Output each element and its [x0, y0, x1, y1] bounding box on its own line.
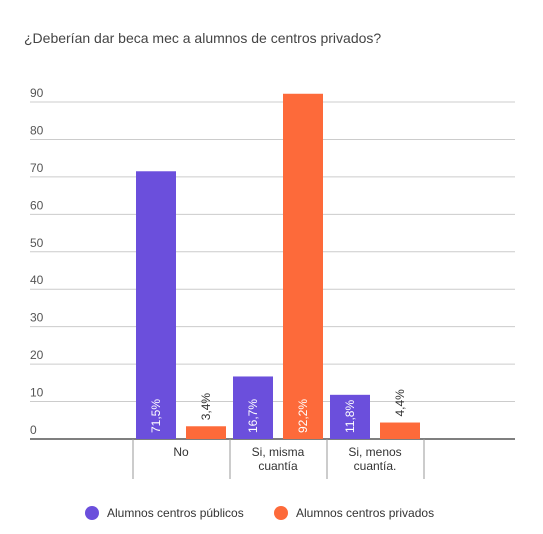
bar-labels: 71,5% 16,7% 11,8% 3,4% 92,2% 4,4% [149, 389, 407, 433]
bar [380, 422, 420, 439]
bar-data-label: 92,2% [296, 399, 310, 433]
x-tick-label: cuantía [258, 459, 298, 473]
bar [186, 426, 226, 439]
bar-data-label: 11,8% [343, 400, 357, 433]
chart-title: ¿Deberían dar beca mec a alumnos de cent… [24, 30, 382, 46]
x-tick-label: Si, misma [252, 445, 305, 459]
y-axis-ticks: 0 10 20 30 40 50 60 70 80 90 [30, 86, 44, 437]
legend-label[interactable]: Alumnos centros privados [296, 506, 434, 520]
legend[interactable]: Alumnos centros públicos Alumnos centros … [85, 506, 434, 520]
bar [136, 171, 176, 439]
y-tick-label: 60 [30, 198, 44, 212]
y-tick-label: 10 [30, 386, 44, 400]
legend-swatch[interactable] [274, 506, 288, 520]
y-tick-label: 40 [30, 273, 44, 287]
bar-data-label: 3,4% [199, 393, 213, 421]
y-tick-label: 20 [30, 348, 44, 362]
bar-data-label: 4,4% [393, 389, 407, 417]
x-tick-label: Si, menos [348, 445, 401, 459]
y-tick-label: 50 [30, 236, 44, 250]
bar-data-label: 16,7% [246, 399, 260, 433]
y-tick-label: 0 [30, 423, 37, 437]
x-tick-label: No [173, 445, 189, 459]
bar-data-label: 71,5% [149, 399, 163, 433]
y-tick-label: 70 [30, 161, 44, 175]
legend-swatch[interactable] [85, 506, 99, 520]
y-tick-label: 30 [30, 311, 44, 325]
x-tick-label: cuantía. [354, 459, 397, 473]
bar [330, 394, 370, 439]
y-tick-label: 80 [30, 123, 44, 137]
y-tick-label: 90 [30, 86, 44, 100]
bar [283, 93, 323, 440]
bars [136, 93, 420, 440]
bar [233, 376, 273, 439]
legend-label[interactable]: Alumnos centros públicos [107, 506, 244, 520]
